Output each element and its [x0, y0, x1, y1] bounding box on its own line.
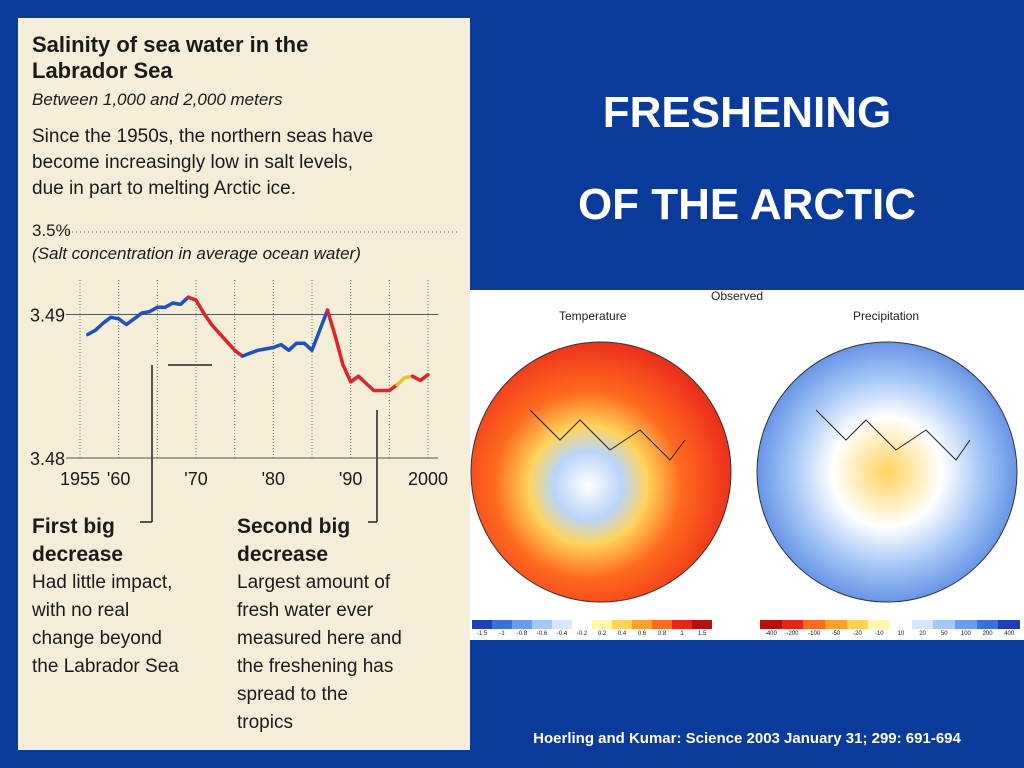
- temperature-colorbar: [472, 620, 712, 629]
- precipitation-colorbar-swatch: [868, 620, 891, 629]
- clipping-subtitle: Between 1,000 and 2,000 meters: [32, 90, 283, 109]
- temperature-colorbar-tick: 1.5: [697, 631, 707, 637]
- temperature-colorbar-tick: -1.5: [476, 631, 488, 637]
- precipitation-colorbar-tick: -100: [808, 631, 821, 637]
- maps-svg: [470, 341, 1018, 603]
- temperature-colorbar-tick: 0.8: [657, 631, 667, 637]
- precipitation-map: [756, 341, 1018, 603]
- citation: Hoerling and Kumar: Science 2003 January…: [533, 730, 961, 747]
- temperature-colorbar-tick: -0.2: [576, 631, 588, 637]
- precipitation-coastline: [815, 409, 971, 461]
- slide-title-line1: FRESHENING: [602, 88, 892, 137]
- x-tick-label: '60: [107, 469, 130, 489]
- temperature-colorbar-swatch: [672, 620, 692, 629]
- precipitation-colorbar-swatch: [760, 620, 782, 629]
- precipitation-colorbar-swatch: [911, 620, 934, 629]
- temperature-colorbar-tick: 0.4: [617, 631, 627, 637]
- temperature-colorbar-swatch: [512, 620, 532, 629]
- temperature-map: [470, 341, 732, 603]
- second-decrease-annotation: Second big decrease Largest amount of fr…: [237, 515, 402, 733]
- precipitation-colorbar-tick: -50: [831, 631, 841, 637]
- temperature-colorbar-ticks: -1.5 -1 -0.8 -0.6 -0.4 -0.2 0.2 0.4 0.6 0.8 1 1.5: [472, 631, 712, 637]
- x-tick-label: 2000: [408, 469, 448, 489]
- precipitation-colorbar-swatch: [781, 620, 804, 629]
- salinity-line-yellow: [395, 374, 415, 387]
- temperature-colorbar-swatch: [572, 620, 592, 629]
- precipitation-colorbar-swatch: [955, 620, 977, 629]
- precipitation-colorbar: [760, 620, 1021, 629]
- reference-note: (Salt concentration in average ocean wat…: [32, 244, 361, 263]
- precipitation-colorbar-swatch: [846, 620, 869, 629]
- temperature-colorbar-tick: -0.8: [516, 631, 528, 637]
- clipping-title: Salinity of sea water in the Labrador Se…: [32, 32, 309, 83]
- x-tick-label: '90: [339, 469, 362, 489]
- y-tick-label: 3.49: [30, 305, 65, 325]
- observed-label: Observed: [711, 290, 764, 303]
- x-tick-label: '80: [262, 469, 285, 489]
- salinity-line-red: [410, 372, 430, 383]
- temperature-colorbar-swatch: [492, 620, 512, 629]
- precipitation-colorbar-tick: 200: [982, 631, 993, 637]
- temperature-colorbar-swatch: [612, 620, 632, 629]
- first-decrease-annotation: First big decrease Had little impact, wi…: [32, 515, 179, 677]
- temperature-colorbar-tick: 0.2: [597, 631, 607, 637]
- precipitation-colorbar-swatch: [933, 620, 956, 629]
- precipitation-colorbar-ticks: -400 -200 -100 -50 -20 -10 10 20 50 100 200 400: [760, 631, 1020, 637]
- temperature-colorbar-swatch: [532, 620, 552, 629]
- slide-title-line2: OF THE ARCTIC: [577, 180, 917, 229]
- precipitation-colorbar-tick: -10: [874, 631, 884, 637]
- salinity-line-blue: [240, 308, 330, 358]
- precipitation-colorbar-tick: 100: [960, 631, 971, 637]
- temperature-label: Temperature: [559, 309, 627, 323]
- temperature-colorbar-tick: -0.4: [556, 631, 568, 637]
- precipitation-colorbar-swatch: [825, 620, 847, 629]
- precipitation-colorbar-swatch: [998, 620, 1021, 629]
- precipitation-colorbar-swatch: [803, 620, 826, 629]
- y-tick-label: 3.48: [30, 449, 65, 469]
- temperature-colorbar-swatch: [652, 620, 672, 629]
- temperature-colorbar-tick: 0.6: [637, 631, 647, 637]
- x-tick-label: '70: [184, 469, 207, 489]
- temperature-colorbar-swatch: [592, 620, 612, 629]
- salinity-line-red: [325, 308, 399, 393]
- precipitation-colorbar-tick: -200: [786, 631, 799, 637]
- precipitation-colorbar-tick: 50: [940, 631, 948, 637]
- x-tick-label: 1955: [60, 469, 100, 489]
- precipitation-colorbar-swatch: [890, 620, 912, 629]
- precipitation-colorbar-tick: 20: [919, 631, 926, 637]
- temperature-colorbar-tick: -0.6: [536, 631, 548, 637]
- salinity-line-blue: [85, 295, 191, 337]
- temperature-colorbar-swatch: [632, 620, 652, 629]
- precipitation-label: Precipitation: [853, 309, 920, 323]
- clipping-description: Since the 1950s, the northern seas have …: [32, 126, 374, 199]
- temperature-coastline: [529, 409, 686, 461]
- temperature-colorbar-swatch: [552, 620, 572, 629]
- temperature-colorbar-swatch: [472, 620, 492, 629]
- precipitation-colorbar-swatch: [976, 620, 999, 629]
- temperature-colorbar-swatch: [692, 620, 712, 629]
- temperature-colorbar-tick: 1: [680, 631, 684, 637]
- reference-value: 3.5%: [32, 221, 71, 240]
- precipitation-colorbar-tick: 400: [1004, 631, 1015, 637]
- precipitation-colorbar-tick: 10: [897, 631, 905, 637]
- temperature-colorbar-tick: -1: [499, 631, 505, 637]
- precipitation-colorbar-tick: -400: [764, 631, 777, 637]
- salinity-clipping: Salinity of sea water in the Labrador Se…: [18, 18, 470, 750]
- salinity-line-red: [186, 295, 245, 358]
- precipitation-colorbar-tick: -20: [853, 631, 862, 637]
- observed-maps-panel: Observed Temperature Precipitation -1.5-…: [470, 290, 1024, 640]
